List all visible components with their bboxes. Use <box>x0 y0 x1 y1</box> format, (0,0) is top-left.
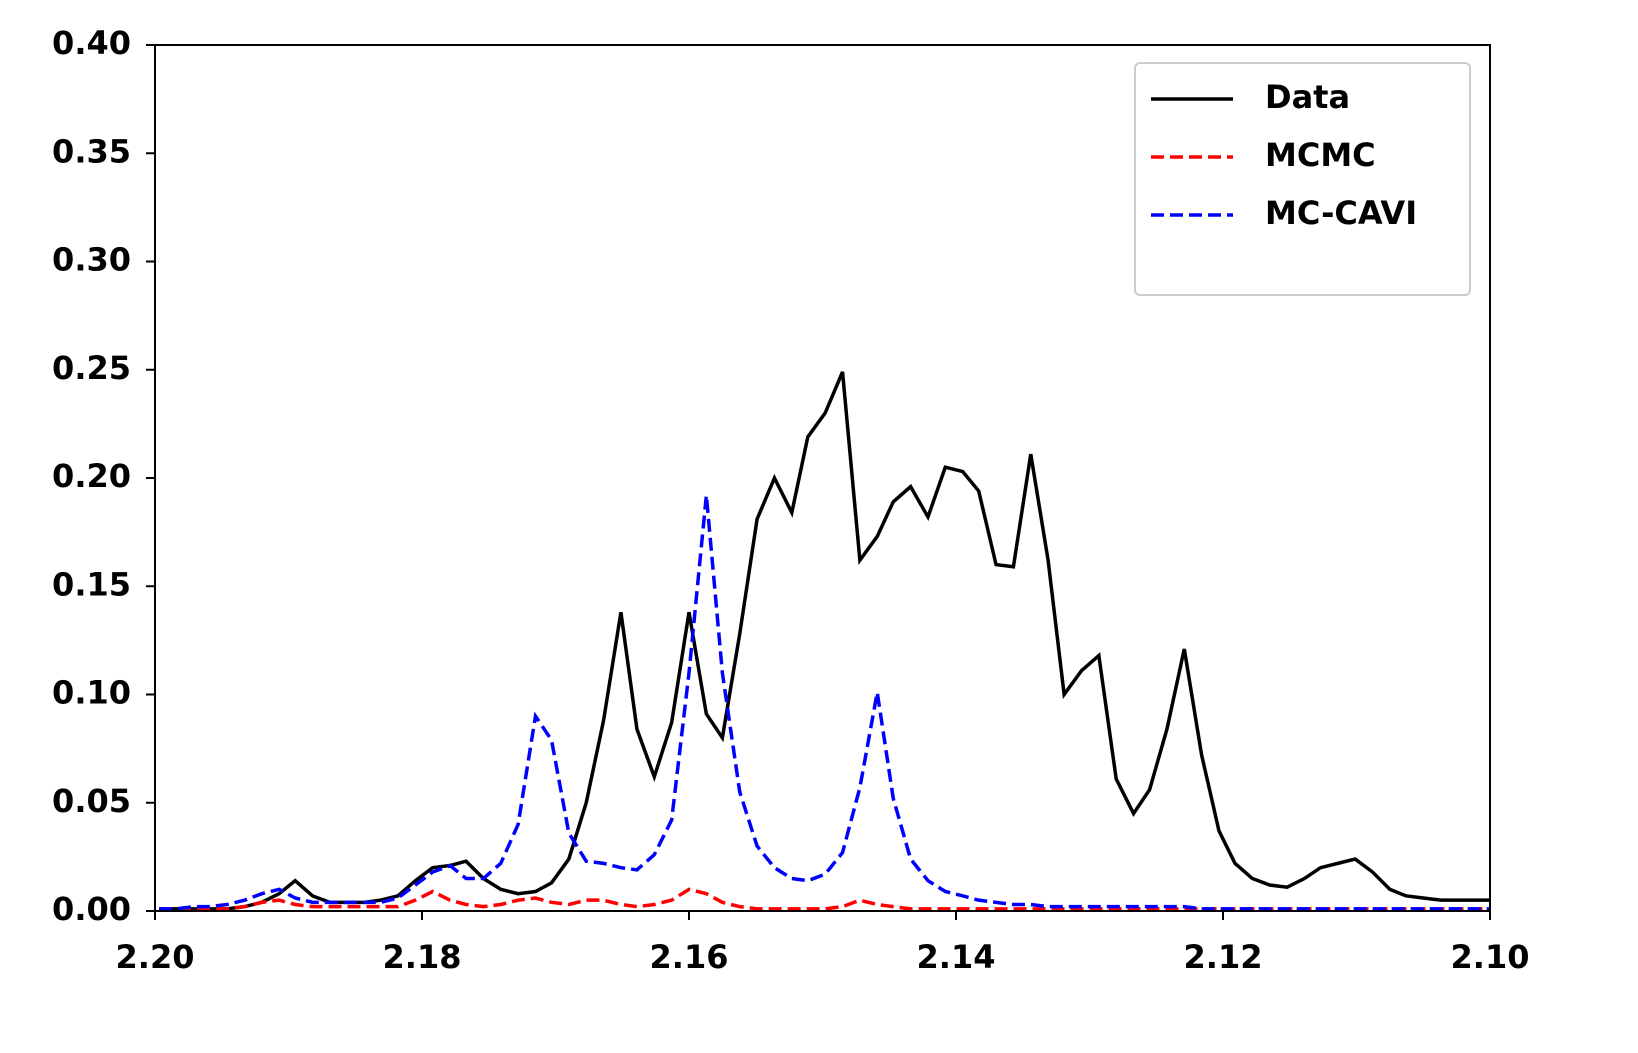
x-tick-label: 2.20 <box>116 938 195 976</box>
legend-label: Data <box>1265 78 1350 116</box>
x-tick-label: 2.12 <box>1184 938 1263 976</box>
y-tick-label: 0.05 <box>52 782 131 820</box>
plot-area <box>159 371 1490 911</box>
y-tick-label: 0.25 <box>52 349 131 387</box>
series-line <box>159 887 1490 911</box>
series-line <box>159 495 1490 911</box>
series-line <box>159 371 1490 911</box>
y-tick-label: 0.30 <box>52 241 131 279</box>
x-tick-label: 2.16 <box>650 938 729 976</box>
x-tick-label: 2.18 <box>383 938 462 976</box>
x-tick-label: 2.10 <box>1451 938 1530 976</box>
y-tick-label: 0.20 <box>52 457 131 495</box>
legend-box <box>1134 62 1471 296</box>
x-tick-label: 2.14 <box>917 938 996 976</box>
y-tick-label: 0.40 <box>52 24 131 62</box>
y-tick-label: 0.00 <box>52 890 131 928</box>
y-tick-label: 0.35 <box>52 132 131 170</box>
legend-label: MC-CAVI <box>1265 194 1417 232</box>
legend-label: MCMC <box>1265 136 1376 174</box>
y-tick-label: 0.15 <box>52 565 131 603</box>
y-tick-label: 0.10 <box>52 674 131 712</box>
